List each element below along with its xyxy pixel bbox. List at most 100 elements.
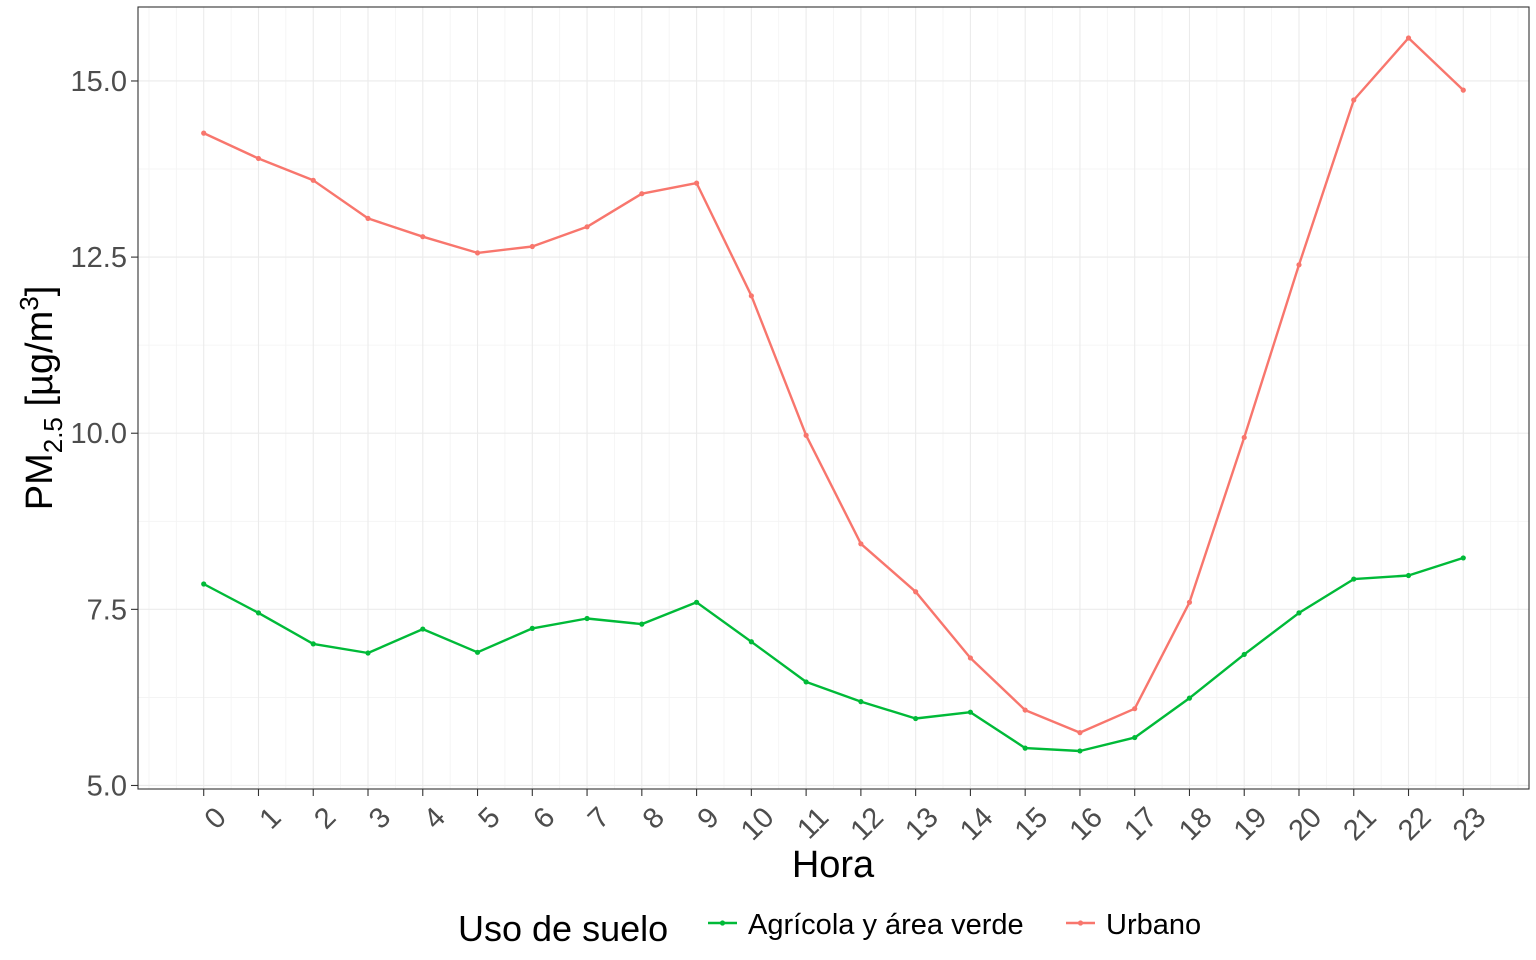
series-1-point: [1132, 706, 1138, 712]
series-0-point: [1405, 572, 1412, 579]
series-0-point: [529, 625, 535, 631]
series-0-point: [255, 610, 262, 616]
series-1-point: [201, 130, 207, 136]
panel-border: [137, 6, 1530, 790]
series-0-point: [1077, 748, 1083, 754]
x-tick-label: 3: [363, 801, 397, 835]
series-1-point: [967, 655, 974, 661]
series-1-point: [693, 180, 700, 186]
x-tick-label: 13: [899, 801, 944, 846]
y-tick-label: 10.0: [71, 418, 127, 450]
series-0-point: [1132, 734, 1138, 741]
series-1-point: [474, 250, 481, 256]
x-tick-label: 6: [527, 801, 561, 835]
series-0-point: [584, 615, 590, 622]
series-0-point: [474, 649, 481, 655]
series-0-point: [967, 709, 974, 715]
legend-title: Uso de suelo: [458, 908, 668, 949]
legend: Uso de suelo Agrícola y área verde Urban…: [458, 908, 1201, 949]
grid-major: [138, 7, 1529, 789]
series-1-point: [310, 177, 316, 183]
series-1-point: [803, 432, 809, 438]
legend-item-agricola: Agrícola y área verde: [708, 909, 1024, 941]
y-axis-title-unit-close: ]: [19, 286, 61, 297]
x-tick-label: 22: [1392, 801, 1437, 846]
y-tick-label: 5.0: [87, 770, 127, 802]
x-tick-label: 8: [637, 801, 671, 835]
series-0-point: [1022, 745, 1028, 751]
x-tick-label: 19: [1228, 801, 1273, 846]
y-axis-title-subscript: 2.5: [38, 417, 68, 453]
x-tick-label: 20: [1283, 801, 1328, 846]
x-tick-label: 2: [308, 801, 342, 835]
series-0-point: [365, 650, 371, 656]
series-0-point: [858, 699, 864, 705]
y-axis: 5.0 7.5 10.0 12.5 15.0: [71, 66, 138, 802]
series-layer: [201, 35, 1466, 754]
series-0-point: [913, 715, 919, 722]
grid-minor: [138, 7, 1529, 789]
legend-key-point-agricola: [719, 920, 726, 926]
series-1-point: [420, 234, 426, 240]
x-axis-title: Hora: [792, 844, 875, 886]
y-tick-label: 12.5: [71, 242, 127, 274]
series-1-point: [1186, 599, 1193, 605]
series-line-1: [203, 36, 1465, 734]
x-tick-label: 15: [1009, 801, 1054, 846]
series-1-point: [1296, 262, 1302, 268]
series-1-point: [639, 191, 645, 197]
x-tick-label: 0: [199, 801, 233, 835]
y-tick-label: 7.5: [87, 594, 127, 626]
x-tick-label: 10: [735, 801, 780, 846]
series-0-point: [803, 679, 809, 685]
series-0-point: [201, 581, 207, 587]
series-1-point: [529, 243, 535, 250]
series-0-point: [1460, 555, 1466, 561]
series-1-point: [255, 155, 262, 162]
x-tick-label: 7: [582, 801, 616, 835]
y-axis-title: PM2.5 [µg/m3]: [14, 286, 68, 511]
series-1-point: [1022, 707, 1028, 713]
series-1-point: [858, 541, 864, 547]
legend-label-urbano: Urbano: [1106, 909, 1201, 941]
y-tick-label: 15.0: [71, 66, 127, 98]
x-tick-label: 11: [791, 801, 835, 845]
series-1-point: [748, 293, 754, 299]
legend-label-agricola: Agrícola y área verde: [748, 909, 1024, 941]
x-tick-label: 14: [954, 801, 999, 846]
series-0-point: [1186, 695, 1193, 701]
series-0-point: [748, 639, 754, 645]
x-tick-label: 5: [473, 801, 507, 835]
series-1-point: [584, 224, 590, 230]
series-0-point: [639, 621, 645, 627]
x-tick-label: 18: [1173, 801, 1218, 846]
x-tick-label: 17: [1118, 801, 1163, 846]
x-tick-label: 9: [692, 801, 726, 835]
x-axis: 0 1 2 3 4 5 6 7 8 9 10 11 12 13 14 15 16 17 18 19 20 21 22 23: [199, 789, 1492, 847]
series-1-point: [1460, 87, 1466, 93]
series-0-point: [310, 641, 316, 647]
x-tick-label: 23: [1447, 801, 1492, 846]
x-tick-label: 16: [1064, 801, 1109, 846]
series-1-point: [1077, 730, 1083, 736]
legend-item-urbano: Urbano: [1066, 909, 1201, 941]
series-0-point: [1241, 651, 1247, 658]
x-tick-label: 21: [1337, 801, 1382, 846]
series-0-point: [693, 599, 700, 605]
y-axis-title-superscript: 3: [14, 296, 44, 310]
series-1-point: [365, 215, 371, 221]
series-1-point: [1241, 434, 1247, 441]
y-axis-title-base: PM: [19, 453, 61, 510]
legend-key-point-urbano: [1077, 920, 1084, 926]
series-line-0: [203, 556, 1464, 753]
y-axis-title-unit-open: [µg/m: [19, 311, 61, 417]
series-1-point: [1405, 35, 1412, 41]
series-1-point: [1351, 97, 1357, 103]
series-0-point: [1296, 610, 1302, 616]
x-tick-label: 12: [845, 801, 890, 846]
series-0-point: [1351, 576, 1357, 582]
series-1-point: [913, 589, 919, 595]
x-tick-label: 4: [418, 801, 452, 835]
series-0-point: [420, 626, 426, 632]
